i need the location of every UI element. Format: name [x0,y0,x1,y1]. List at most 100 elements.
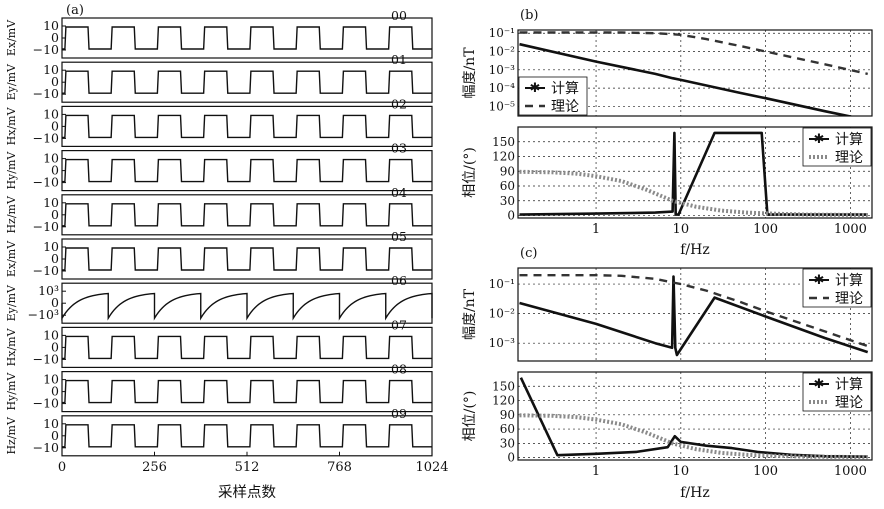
channel-number: 00 [391,8,407,23]
y-tick-label: 120 [492,394,515,408]
channel-signal-line [62,379,432,404]
x-tick-label: 100 [753,222,778,237]
channel-frame [61,415,433,457]
legend-label-calc: 计算 [835,132,863,148]
channel-row: 100−10 Hz/mV 09 [5,406,433,457]
panel-a-time-series: 100−10Ex/mV00100−10Ey/mV01100−10Hx/mV021… [5,3,449,501]
x-tick-label: 1000 [834,464,867,479]
channel-signal-line [62,114,432,139]
panel-label-b: (b) [520,8,538,23]
x-tick-label: 10 [673,222,690,237]
legend-label-theory: 理论 [835,150,863,166]
channel-ylabel: Ex/mV [5,19,18,56]
y-axis-title: 幅度/nT [462,288,478,340]
x-tick-label: 0 [58,460,66,475]
channel-ylabel: Ey/mV [5,63,18,100]
y-tick-label: 0 [51,30,59,45]
y-tick-label: 0 [51,295,59,310]
y-tick-label: −10 [33,351,59,366]
channel-signal-line [62,203,432,227]
legend-box [802,127,872,167]
x-tick-label: 768 [327,460,352,475]
channel-number: 03 [391,141,407,156]
y-tick-label: 10⁻¹ [489,26,515,40]
legend-box [518,76,588,116]
x-tick-label: 1024 [415,460,448,475]
y-tick-label: 10⁻⁴ [489,81,516,95]
series-line-calc [519,131,868,216]
y-tick-label: 150 [492,135,515,149]
y-tick-label: 0 [51,163,59,178]
channel-frame [61,17,433,59]
x-axis-title-b: f/Hz [680,242,709,258]
y-tick-label: 10⁻³ [489,336,516,350]
channel-ylabel: Ex/mV [5,240,18,277]
channel-row: 100−10 Ey/mV 01 [5,52,433,103]
y-tick-label: 10⁻¹ [489,277,515,291]
y-tick-label: 10 [43,62,59,77]
legend-label-theory: 理论 [551,99,579,115]
y-tick-label: 30 [500,436,515,450]
y-tick-label: 0 [51,207,59,222]
x-tick-label: 256 [142,460,167,475]
y-tick-label: 0 [507,451,515,465]
y-tick-label: 0 [507,209,515,223]
y-tick-label: 10 [43,195,59,210]
channel-number: 05 [391,229,407,244]
channel-signal-line [62,158,432,183]
channel-frame [61,105,433,148]
x-tick-label: 1 [592,222,600,237]
legend-marker-calc: ✱ [814,273,825,288]
legend-marker-calc: ✱ [814,132,825,147]
y-tick-label: 90 [500,408,515,422]
y-tick-label: 90 [500,164,515,178]
y-tick-label: 120 [492,150,515,164]
y-tick-label: 10 [43,106,59,121]
channel-number: 09 [391,406,407,421]
channel-row: 100−10 Hx/mV 07 [5,317,433,368]
y-tick-label: 0 [51,428,59,443]
channel-frame [61,150,433,192]
y-axis-title: 相位/(°) [462,391,478,442]
channel-ylabel: Hx/mV [5,327,18,366]
channel-frame [61,371,433,413]
y-tick-label: 60 [500,422,515,436]
y-tick-label: 60 [500,179,515,193]
y-tick-label: 10⁻³ [489,63,516,77]
y-tick-label: −10 [33,440,59,455]
legend-box [802,268,872,308]
channel-row: 100−10 Hx/mV 02 [5,96,433,148]
y-tick-label: 0 [51,74,59,89]
channel-signal-line [62,424,432,448]
y-tick-label: 0 [51,384,59,399]
y-tick-label: −10 [33,263,59,278]
channel-ylabel: Hy/mV [5,372,18,411]
y-tick-label: 0 [51,251,59,266]
x-tick-label: 10 [673,464,690,479]
x-axis-title: 采样点数 [218,484,276,501]
y-tick-label: 10 [43,18,59,33]
channel-row: 100−10 Ex/mV 00 [5,8,433,59]
channel-ylabel: Hz/mV [5,195,18,234]
channel-ylabel: Hz/mV [5,416,18,455]
channel-number: 07 [391,317,407,332]
y-tick-label: −10 [33,86,59,101]
y-axis-title: 相位/(°) [462,147,478,198]
channel-frame [61,61,433,103]
plot-frame [517,126,873,219]
channel-row: 100−10 Hz/mV 04 [5,185,433,236]
plot-frame [517,29,873,117]
channel-signal-line [62,26,432,50]
x-tick-label: 1000 [834,222,867,237]
y-tick-label: 10 [43,239,59,254]
channel-frame [61,238,433,280]
